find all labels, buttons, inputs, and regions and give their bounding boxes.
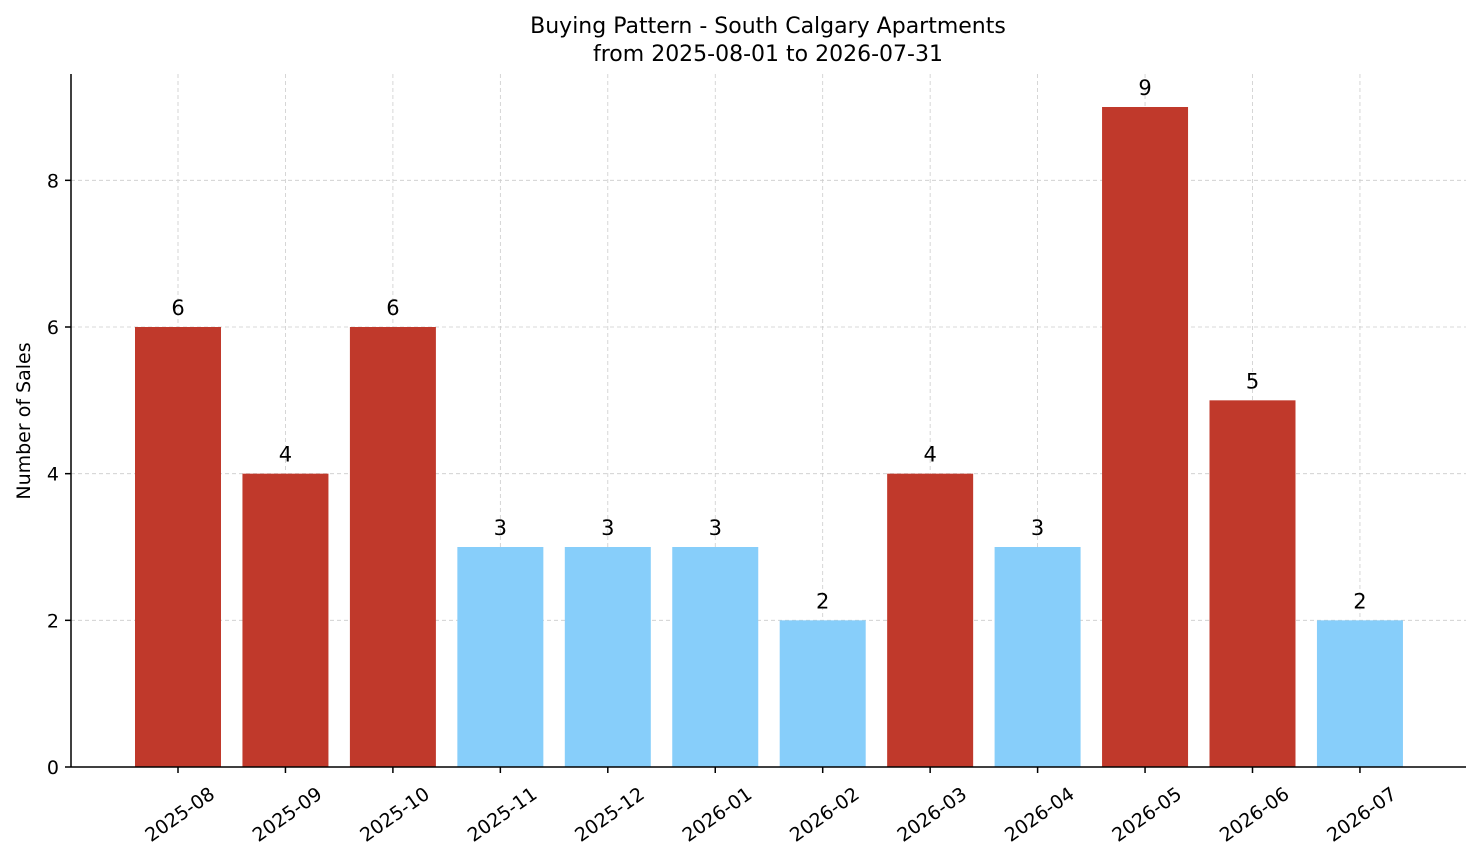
bar-value-label: 3 <box>494 516 507 540</box>
chart-title: Buying Pattern - South Calgary Apartment… <box>530 14 1006 39</box>
value-label-layer: 6 4 6 3 3 3 2 4 3 9 5 2 <box>171 76 1366 613</box>
bar-2026-03 <box>887 473 974 767</box>
y-tick-label: 2 <box>47 610 59 632</box>
x-tick-label: 2025-12 <box>571 783 649 847</box>
bar-value-label: 3 <box>1031 516 1044 540</box>
bar-2025-11 <box>457 547 544 767</box>
bar-value-label: 3 <box>601 516 614 540</box>
y-tick-label: 8 <box>47 170 59 192</box>
axis-layer <box>70 74 1466 768</box>
bar-value-label: 5 <box>1246 369 1259 393</box>
bar-value-label: 6 <box>386 296 399 320</box>
x-tick-label: 2025-08 <box>141 783 219 847</box>
bar-2026-02 <box>779 620 866 767</box>
bar-value-label: 4 <box>279 443 292 467</box>
bar-2026-05 <box>1102 107 1189 767</box>
bar-2026-06 <box>1209 400 1296 767</box>
bar-value-label: 6 <box>171 296 184 320</box>
bar-value-label: 3 <box>709 516 722 540</box>
bar-2025-12 <box>564 547 651 767</box>
x-tick-label: 2026-02 <box>786 783 864 847</box>
bar-2026-07 <box>1316 620 1403 767</box>
bar-2025-08 <box>135 327 221 767</box>
bar-layer <box>135 107 1403 767</box>
y-axis-title: Number of Sales <box>13 342 35 499</box>
x-tick-label: 2026-06 <box>1216 783 1294 847</box>
bar-2025-10 <box>349 327 436 767</box>
bar-2025-09 <box>242 473 329 767</box>
x-tick-label: 2026-04 <box>1001 783 1079 847</box>
chart-subtitle: from 2025-08-01 to 2026-07-31 <box>593 42 943 67</box>
x-tick-label: 2026-07 <box>1323 783 1401 847</box>
x-tick-label: 2026-01 <box>678 783 756 847</box>
y-tick-label: 6 <box>47 317 59 339</box>
x-tick-label: 2025-11 <box>464 783 542 847</box>
y-tick-label: 0 <box>47 757 59 779</box>
x-tick-label: 2026-05 <box>1108 783 1186 847</box>
bar-2026-04 <box>994 547 1081 767</box>
bar-value-label: 2 <box>1353 589 1366 613</box>
bar-2026-01 <box>672 547 759 767</box>
y-tick-label: 4 <box>47 464 59 486</box>
x-tick-label: 2025-10 <box>356 783 434 847</box>
x-tick-label: 2026-03 <box>893 783 971 847</box>
bar-value-label: 9 <box>1138 76 1151 100</box>
bar-value-label: 2 <box>816 589 829 613</box>
x-tick-label: 2025-09 <box>249 783 327 847</box>
bar-value-label: 4 <box>923 443 936 467</box>
